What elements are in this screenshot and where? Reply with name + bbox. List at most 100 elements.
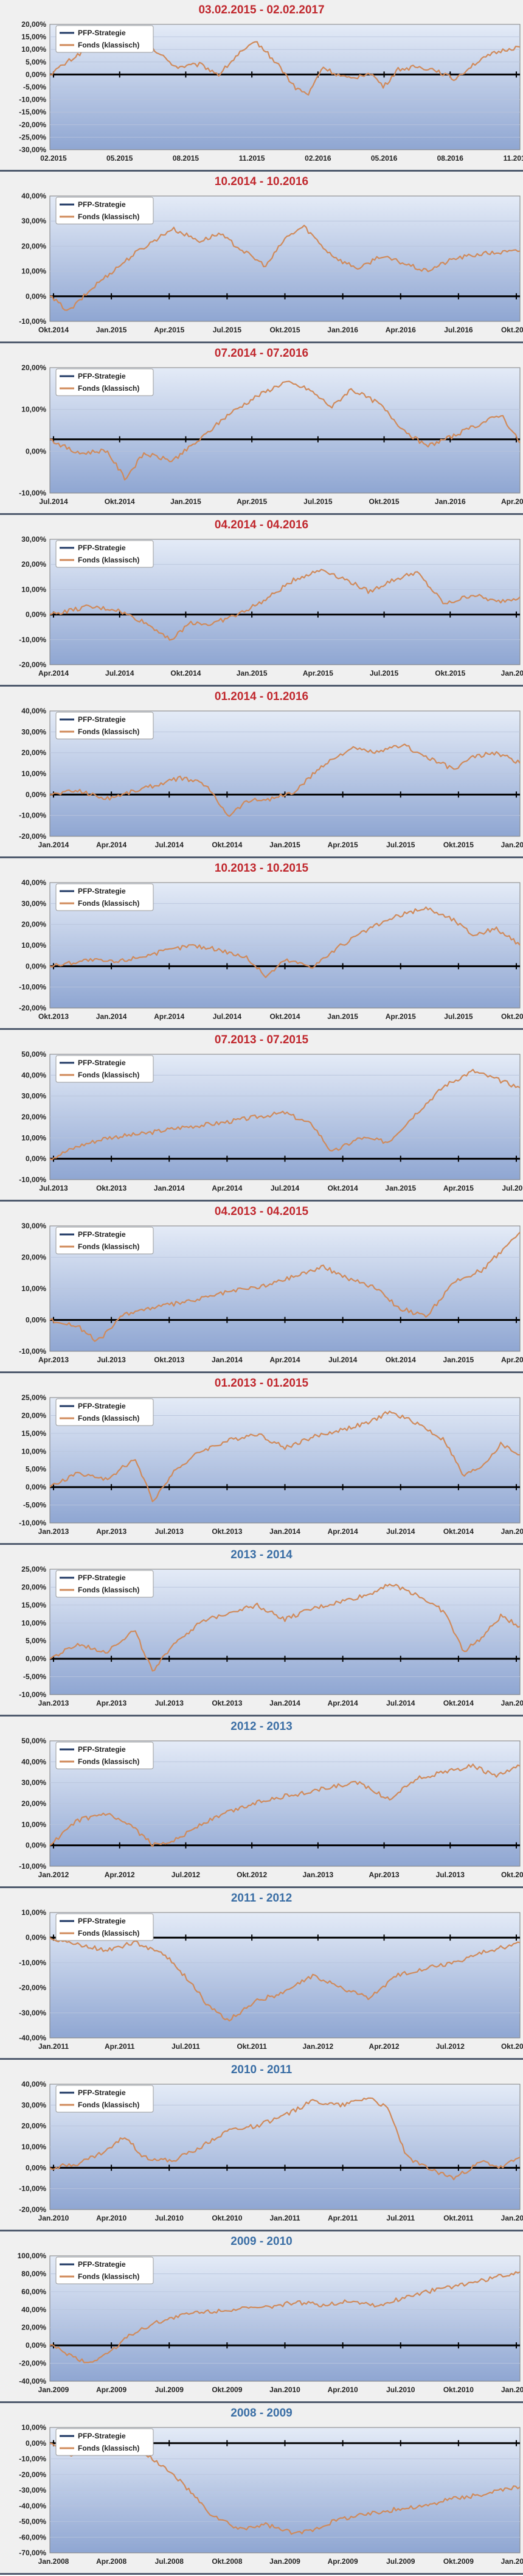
y-tick-label: 20,00% [21,1253,46,1262]
y-tick-label: 0,00% [26,2439,46,2448]
x-tick-label: Jan.2010 [501,2557,523,2566]
x-tick-label: 02.2015 [40,154,67,163]
x-tick-label: Jul.2014 [213,1012,242,1021]
y-tick-label: -10,00% [19,489,46,497]
x-tick-label: Jul.2015 [303,497,333,506]
x-tick-label: Okt.2015 [443,841,474,849]
x-tick-label: Okt.2011 [443,2214,474,2222]
y-tick-label: 10,00% [21,1284,46,1293]
series-line-fonds [49,1763,521,1847]
legend-label-strategy: PFP-Strategie [78,1573,126,1582]
y-tick-label: 50,00% [21,1051,46,1059]
y-tick-label: -20,00% [19,2205,46,2214]
y-tick-label: -15,00% [19,108,46,116]
y-tick-label: 30,00% [21,1222,46,1230]
x-tick-label: Okt.2013 [501,1871,523,1879]
series-line-fonds [49,1937,521,2021]
y-tick-label: -10,00% [19,1690,46,1699]
y-tick-label: 20,00% [21,749,46,757]
series-line-fonds [49,2271,521,2364]
x-tick-label: Jan.2011 [269,2214,300,2222]
y-tick-label: 15,00% [21,1429,46,1438]
line-chart: 50,00% 40,00% 30,00% 20,00% 10,00% 0,00% -10,0… [19,1737,523,1879]
line-chart: 30,00%20,00%10,00%0,00%-10,00%-20,00%Apr… [19,536,523,677]
legend: PFP-Strategie Fonds (klassisch) [55,540,154,568]
x-tick-label: Apr.2014 [154,1012,184,1021]
x-tick-label: Jul.2010 [386,2385,415,2394]
x-tick-label: Jan.2015 [269,841,300,849]
x-tick-label: Jan.2009 [38,2385,69,2394]
legend: PFP-Strategie Fonds (klassisch) [55,2428,154,2456]
series-line-fonds [49,1231,521,1342]
x-tick-label: Jul.2011 [171,2042,200,2051]
legend: PFP-Strategie Fonds (klassisch) [55,1570,154,1598]
chart-title: 10.2014 - 10.2016 [214,175,309,188]
legend: PFP-Strategie Fonds (klassisch) [55,712,154,740]
line-chart: 100,00% 80,00% 60,00% 40,00% 20,00% 0,00% -20,… [18,2252,523,2394]
x-tick-label: Jul.2013 [97,1356,126,1364]
x-tick-label: Jan.2011 [501,2385,523,2394]
series-line-fonds [49,380,521,481]
y-tick-label: -10,00% [19,2185,46,2193]
legend-label-fund: Fonds (klassisch) [78,1414,139,1423]
y-tick-label: 25,00% [21,1394,46,1402]
chart-title: 04.2013 - 04.2015 [214,1205,309,1218]
y-tick-label: -25,00% [19,133,46,141]
x-tick-label: Jan.2015 [327,1012,358,1021]
line-chart: 40,00% 30,00% 20,00% 10,00% 0,00% -10,00% -20,… [19,2081,523,2222]
series-line-fonds [50,225,521,311]
chart-panel: 2011 - 2012 10,00% 0,00% -10,00% -20,00% -30,… [0,1888,523,2060]
legend-label-fund: Fonds (klassisch) [78,384,139,393]
y-tick-label: 10,00% [21,2143,46,2151]
line-chart: 10,00%0,00%-10,00%-20,00%-30,00%-40,00%J… [19,1909,523,2051]
x-tick-label: Apr.2012 [105,1871,135,1879]
x-tick-label: Jul.2011 [386,2214,415,2222]
line-chart: 10,00% 0,00% -10,00% -20,00% -30,00% -40,00% -… [19,2424,523,2566]
legend-label-fund: Fonds (klassisch) [78,2101,139,2109]
x-tick-label: Okt.2014 [328,1184,358,1192]
y-tick-label: 15,00% [21,33,46,41]
x-tick-label: Apr.2015 [303,669,333,677]
x-tick-label: Apr.2014 [38,669,69,677]
x-tick-label: 02.2016 [305,154,331,163]
legend-label-fund: Fonds (klassisch) [78,1929,139,1937]
y-tick-label: 30,00% [21,727,46,736]
x-tick-label: Apr.2014 [328,1699,358,1707]
y-tick-label: 10,00% [21,1133,46,1142]
x-tick-label: Jan.2015 [501,1527,523,1536]
x-tick-label: Jan.2008 [38,2557,69,2566]
y-tick-label: -60,00% [19,2533,46,2541]
y-tick-label: 5,00% [26,1637,46,1645]
legend: PFP-Strategie Fonds (klassisch) [55,1913,154,1941]
x-tick-label: Okt.2008 [212,2557,242,2566]
y-tick-label: 0,00% [26,1841,46,1850]
x-tick-label: Apr.2011 [105,2042,135,2051]
y-tick-label: -10,00% [19,1175,46,1184]
x-tick-label: Jul.2010 [155,2214,184,2222]
series-line-fonds [49,1069,521,1161]
y-tick-label: 10,00% [21,1447,46,1455]
chart-title: 01.2013 - 01.2015 [214,1377,309,1390]
x-tick-label: Jan.2015 [96,326,127,334]
x-tick-label: Jul.2013 [39,1184,68,1192]
x-tick-label: Okt.2016 [501,326,523,334]
x-tick-label: Apr.2015 [443,1184,474,1192]
y-tick-label: -20,00% [19,1984,46,1992]
chart-panel: 04.2013 - 04.2015 30,00% 20,00% 10,00% 0,00%… [0,1202,523,1373]
y-tick-label: 15,00% [21,1601,46,1609]
legend-label-fund: Fonds (klassisch) [78,1242,139,1251]
x-tick-label: Jul.2016 [444,326,473,334]
x-tick-label: Jul.2015 [370,669,399,677]
x-tick-label: Okt.2010 [212,2214,242,2222]
legend: PFP-Strategie Fonds (klassisch) [55,1398,154,1426]
y-tick-label: 10,00% [21,941,46,950]
x-tick-label: Apr.2015 [386,1012,416,1021]
chart-panel: 01.2014 - 01.2016 40,00% 30,00% 20,00% 10,00… [0,687,523,858]
y-tick-label: 20,00% [21,242,46,250]
y-tick-label: -40,00% [19,2034,46,2042]
x-tick-label: Jan.2013 [302,1871,333,1879]
chart-panel: 01.2013 - 01.2015 25,00% 20,00% 15,00% 10,00… [0,1373,523,1545]
legend-box [55,1055,154,1083]
x-tick-label: Apr.2013 [38,1356,69,1364]
x-tick-label: Jul.2015 [502,1184,523,1192]
